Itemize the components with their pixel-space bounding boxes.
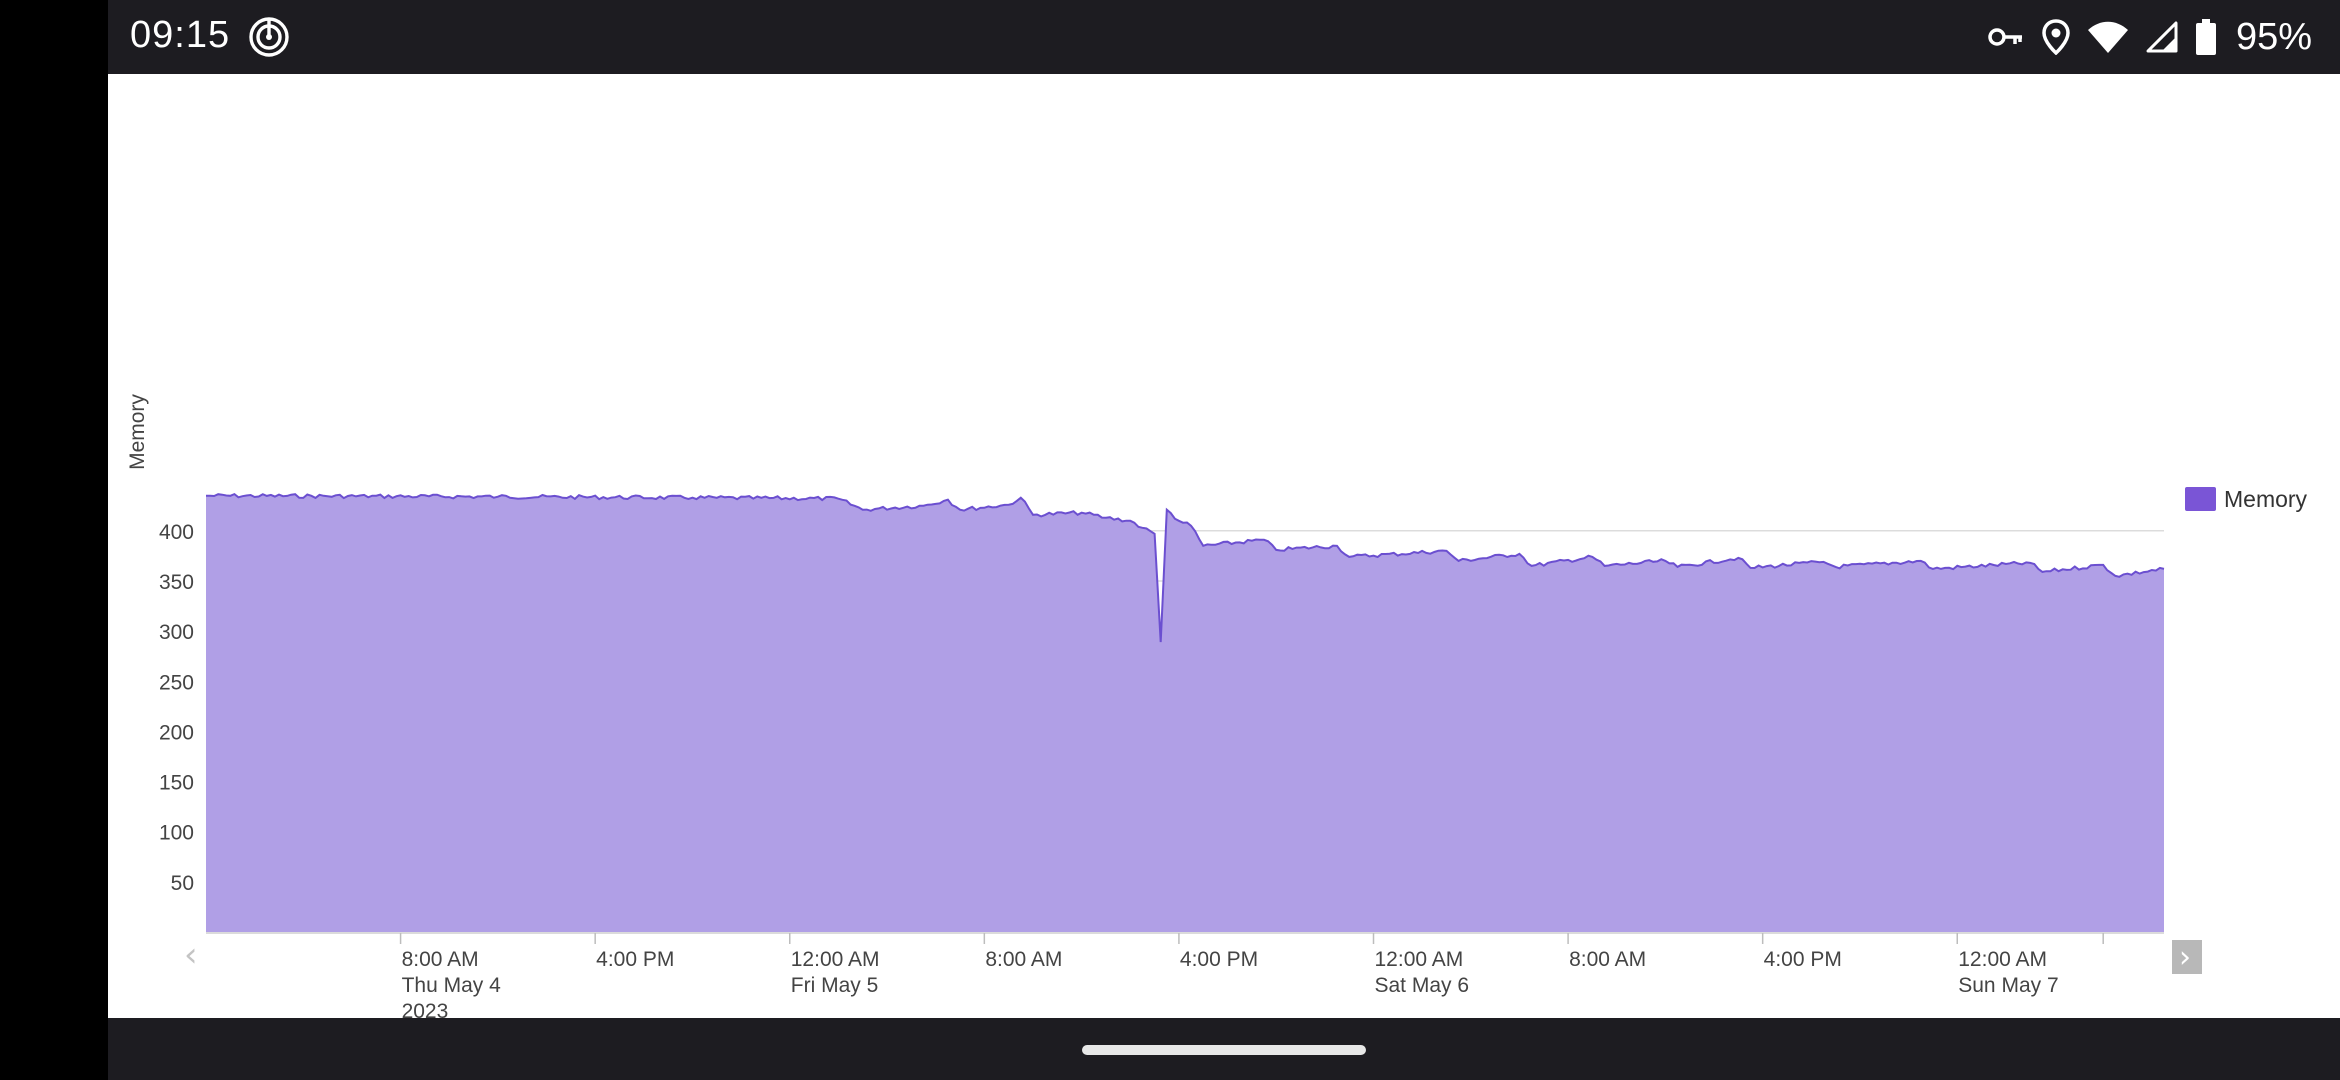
y-tick-label: 350: [159, 571, 194, 594]
key-icon: [1988, 17, 2024, 57]
prev-page-button[interactable]: ‹: [184, 935, 198, 975]
status-icons: 95%: [1988, 13, 2312, 61]
x-tick-label: 2023: [402, 1000, 449, 1018]
clock: 09:15: [130, 14, 231, 56]
x-tick-label: 12:00 AM: [791, 948, 880, 971]
memory-chart: 50 100 150 200 250 300 350 400 8:00 AM Thu May 4…: [126, 394, 2308, 1018]
series-layer: [206, 492, 2165, 932]
y-tick-label: 200: [159, 721, 194, 744]
signal-icon: [2146, 17, 2178, 57]
legend-label-memory[interactable]: Memory: [2224, 486, 2308, 512]
legend-swatch-memory: [2185, 487, 2216, 511]
battery-icon: [2195, 17, 2216, 57]
memory-area: [206, 494, 2164, 932]
y-tick-label: 300: [159, 621, 194, 644]
x-tick-label: 8:00 AM: [985, 948, 1062, 971]
x-tick-label: 4:00 PM: [1764, 948, 1842, 971]
home-gesture-handle[interactable]: [1082, 1045, 1366, 1055]
chevron-right-icon: ›: [2179, 940, 2191, 975]
y-tick-label: 150: [159, 772, 194, 795]
next-page-button[interactable]: ›: [2172, 940, 2202, 975]
legend: Memory: [2185, 486, 2308, 512]
x-tick-label: 8:00 AM: [1569, 948, 1646, 971]
y-tick-label: 50: [171, 872, 194, 895]
y-tick-label: 250: [159, 671, 194, 694]
navigation-bar: [108, 1018, 2340, 1080]
y-axis-label: Memory: [126, 394, 149, 470]
x-axis-ticks: 8:00 AM Thu May 4 2023 4:00 PM 12:00 AM Fri M…: [206, 932, 2164, 1018]
chart-panel: 50 100 150 200 250 300 350 400 8:00 AM Thu May 4…: [108, 74, 2340, 1018]
x-tick-label: 4:00 PM: [596, 948, 674, 971]
chevron-left-icon: ‹: [184, 935, 198, 975]
x-tick-label: Thu May 4: [402, 974, 502, 997]
y-tick-label: 400: [159, 521, 194, 544]
x-tick-label: Sun May 7: [1958, 974, 2058, 997]
left-edge-strip: [0, 0, 108, 1080]
memory-line: [206, 492, 2165, 643]
x-tick-label: Fri May 5: [791, 974, 879, 997]
location-icon: [2042, 17, 2070, 57]
x-tick-label: 4:00 PM: [1180, 948, 1258, 971]
target-icon: [248, 16, 290, 58]
x-tick-label: Sat May 6: [1375, 974, 1470, 997]
x-tick-label: 8:00 AM: [402, 948, 479, 971]
x-tick-label: 12:00 AM: [1958, 948, 2047, 971]
y-axis-ticks: 50 100 150 200 250 300 350 400: [159, 521, 194, 895]
battery-percent: 95%: [2235, 15, 2312, 58]
x-tick-label: 12:00 AM: [1375, 948, 1464, 971]
y-tick-label: 100: [159, 822, 194, 845]
status-bar: 09:15: [108, 0, 2340, 74]
wifi-icon: [2087, 17, 2128, 57]
